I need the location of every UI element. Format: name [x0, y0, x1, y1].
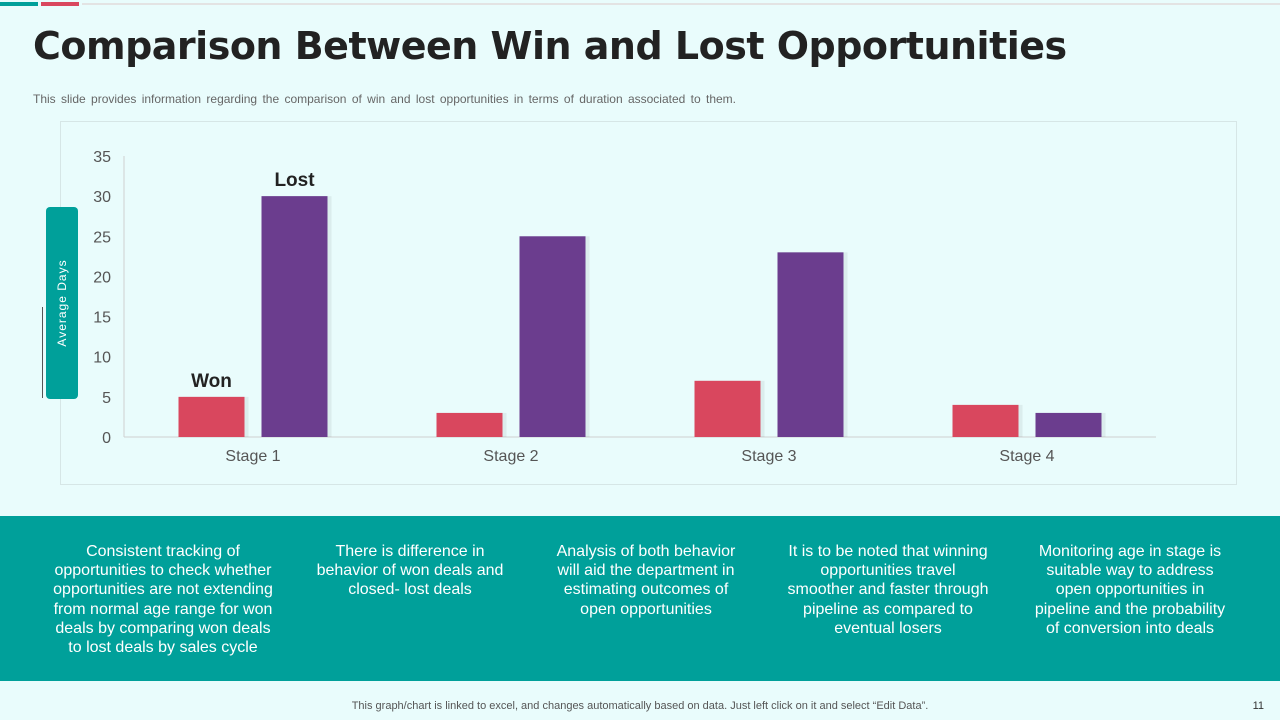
note-tracking: Consistent tracking of opportunities to … [53, 543, 273, 657]
note-monitoring: Monitoring age in stage is suitable way … [1034, 543, 1226, 637]
x-tick-label: Stage 2 [483, 448, 538, 465]
series-label-won: Won [191, 371, 232, 392]
note-difference: There is difference in behavior of won d… [316, 543, 504, 599]
notes-band: Consistent tracking of opportunities to … [0, 516, 1280, 681]
page-title: Comparison Between Win and Lost Opportun… [33, 24, 1067, 68]
y-tick-label: 10 [93, 350, 111, 367]
bar-lost-stage-2 [519, 236, 586, 437]
bar-lost-stage-3 [777, 252, 844, 437]
bar-lost-stage-4 [1035, 412, 1102, 437]
y-axis-label-line [42, 307, 43, 398]
x-tick-label: Stage 1 [225, 448, 280, 465]
bar-won-stage-3 [694, 380, 761, 437]
bar-won-stage-2 [436, 412, 503, 437]
bar-lost-stage-1 [261, 196, 328, 437]
note-analysis: Analysis of both behavior will aid the d… [556, 543, 736, 618]
y-tick-label: 30 [93, 189, 111, 206]
page-number: 11 [1252, 700, 1264, 712]
footer-note: This graph/chart is linked to excel, and… [351, 700, 929, 712]
top-accent-line [82, 3, 1280, 5]
y-tick-label: 0 [102, 430, 111, 447]
bar-chart[interactable]: 0 5 10 15 20 25 30 35 Won Lost Stage 1 Stage 2 Stage… [0, 0, 1280, 500]
page-subtitle: This slide provides information regardin… [33, 92, 737, 106]
top-accent-teal [0, 2, 38, 6]
bar-won-stage-1 [178, 396, 245, 437]
y-tick-label: 35 [93, 149, 111, 166]
bar-won-stage-4 [952, 404, 1019, 437]
y-tick-label: 5 [102, 390, 111, 407]
x-tick-label: Stage 4 [999, 448, 1054, 465]
y-axis-label-box [46, 207, 78, 399]
x-tick-label: Stage 3 [741, 448, 796, 465]
y-tick-label: 20 [93, 269, 111, 286]
y-tick-label: 25 [93, 229, 111, 246]
top-accent-red [41, 2, 79, 6]
y-tick-label: 15 [93, 310, 111, 327]
series-label-lost: Lost [274, 170, 315, 191]
note-winning: It is to be noted that winning opportuni… [787, 543, 989, 637]
